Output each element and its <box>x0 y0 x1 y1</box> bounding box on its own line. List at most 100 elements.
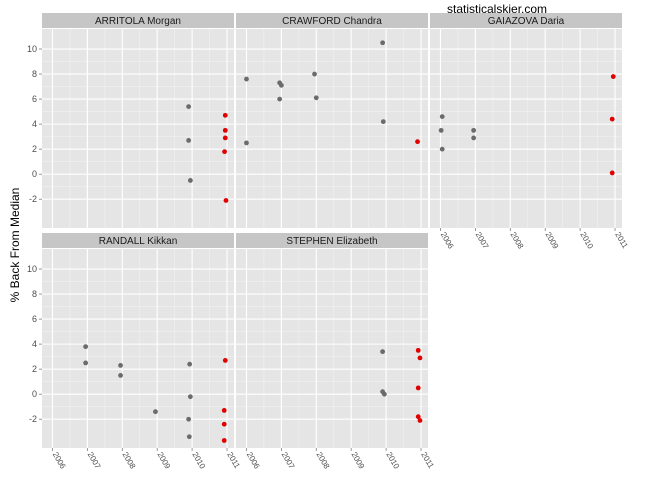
data-point-latest <box>609 116 615 122</box>
y-tick-label: 2 <box>32 364 37 374</box>
data-point-past <box>153 409 158 415</box>
x-tick-label: 2011 <box>613 231 630 251</box>
data-point-past <box>439 114 445 120</box>
data-point-past <box>186 416 192 422</box>
data-point-past <box>83 344 89 350</box>
x-tick-label: 2007 <box>474 231 491 251</box>
y-tick-label: 4 <box>32 119 37 129</box>
facet-panel-stephen-elizabeth: STEPHEN Elizabeth 2006 2007 2008 2009 2010 201… <box>236 233 436 471</box>
data-point-past <box>244 76 249 82</box>
facet-panel-crawford-chandra: CRAWFORD Chandra <box>236 13 428 228</box>
facet-panel-randall-kikkan: RANDALL Kikkan -2 0 2 4 6 8 10 2006 2007 2008 2009 2… <box>27 233 242 471</box>
y-tick-label: -2 <box>29 414 37 424</box>
facet-strip <box>430 13 622 28</box>
x-tick-label: 2008 <box>509 231 526 251</box>
data-point-latest <box>415 139 420 145</box>
facet-title: ARRITOLA Morgan <box>95 16 181 27</box>
data-point-past <box>187 361 193 367</box>
data-point-latest <box>417 418 423 423</box>
facet-strip <box>42 233 234 248</box>
facet-panel-arritola-morgan: ARRITOLA Morgan -2 0 2 4 6 8 10 <box>27 13 234 228</box>
y-tick-label: 8 <box>32 69 37 79</box>
data-point-past <box>118 373 123 378</box>
x-tick-label: 2010 <box>190 451 207 471</box>
facet-panel-gaiazova-daria: GAIAZOVA Daria 2006 2007 2008 2009 2010 2011 <box>430 13 630 251</box>
data-point-latest <box>223 198 229 203</box>
data-point-past <box>186 434 192 440</box>
x-tick-label: 2006 <box>51 451 68 471</box>
x-tick-label: 2008 <box>315 451 332 471</box>
data-point-past <box>439 146 445 152</box>
data-point-past <box>381 391 387 397</box>
data-point-past <box>380 40 386 46</box>
data-point-past <box>277 96 283 102</box>
panel-background <box>236 29 428 228</box>
data-point-latest <box>222 149 227 155</box>
y-tick-label: -2 <box>29 194 37 204</box>
facet-title: GAIAZOVA Daria <box>488 16 565 27</box>
data-point-latest <box>415 414 421 420</box>
data-point-past <box>118 362 123 368</box>
data-point-past <box>438 127 444 133</box>
panel-background <box>430 29 622 228</box>
data-point-latest <box>222 135 228 141</box>
y-tick-label: 6 <box>32 314 37 324</box>
y-tick-label: 4 <box>32 339 37 349</box>
x-tick-label: 2011 <box>419 451 436 471</box>
facet-title: STEPHEN Elizabeth <box>286 236 377 247</box>
y-tick-label: 8 <box>32 289 37 299</box>
watermark: statisticalskier.com <box>447 2 547 16</box>
panel-background <box>42 249 234 448</box>
data-point-latest <box>222 357 228 363</box>
x-tick-label: 2007 <box>280 451 297 471</box>
x-tick-label: 2009 <box>349 451 366 471</box>
facet-strip <box>236 13 428 28</box>
data-point-latest <box>417 355 423 361</box>
data-point-latest <box>610 74 616 79</box>
y-tick-label: 0 <box>32 389 37 399</box>
panel-background <box>42 29 234 228</box>
data-point-latest <box>415 385 421 391</box>
x-tick-label: 2010 <box>384 451 401 471</box>
data-point-latest <box>222 127 228 133</box>
y-tick-label: 10 <box>27 44 37 54</box>
x-tick-label: 2006 <box>245 451 262 471</box>
y-tick-label: 10 <box>27 264 37 274</box>
x-tick-label: 2008 <box>121 451 138 471</box>
data-point-past <box>471 135 477 141</box>
data-point-latest <box>221 438 227 443</box>
facet-strip <box>42 13 234 28</box>
data-point-latest <box>221 408 227 413</box>
data-point-latest <box>609 170 615 176</box>
data-point-past <box>83 360 89 366</box>
x-tick-label: 2010 <box>578 231 595 251</box>
y-tick-label: 0 <box>32 169 37 179</box>
data-point-past <box>187 394 193 400</box>
x-tick-label: 2006 <box>439 231 456 251</box>
x-tick-label: 2007 <box>86 451 103 471</box>
data-point-past <box>380 349 386 355</box>
data-point-past <box>278 82 284 88</box>
x-tick-label: 2009 <box>543 231 560 251</box>
y-tick-label: 6 <box>32 94 37 104</box>
data-point-latest <box>221 421 227 427</box>
facet-title: CRAWFORD Chandra <box>282 16 382 27</box>
y-axis-label: % Back From Median <box>8 188 22 303</box>
data-point-past <box>186 104 192 109</box>
data-point-past <box>244 140 249 146</box>
data-point-past <box>380 119 386 125</box>
data-point-past <box>187 178 193 183</box>
y-tick-label: 2 <box>32 144 37 154</box>
data-point-past <box>471 127 477 133</box>
facet-strip <box>236 233 428 248</box>
data-point-past <box>312 71 317 77</box>
x-tick-label: 2009 <box>155 451 172 471</box>
data-point-latest <box>415 347 421 353</box>
panel-background <box>236 249 428 448</box>
x-tick-label: 2011 <box>225 451 242 471</box>
data-point-latest <box>222 112 228 118</box>
data-point-past <box>186 137 192 143</box>
data-point-past <box>313 95 319 101</box>
facet-title: RANDALL Kikkan <box>99 236 178 247</box>
